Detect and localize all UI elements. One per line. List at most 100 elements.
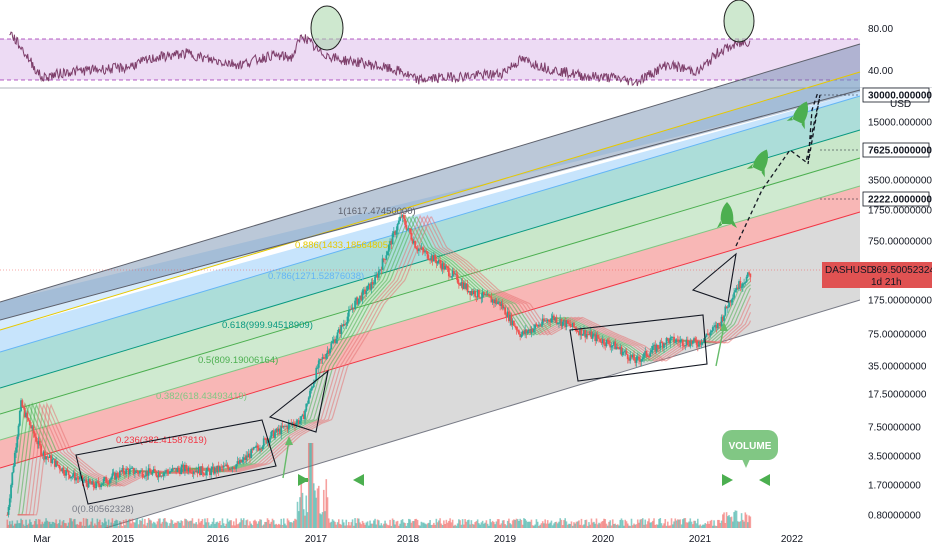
volume-bar	[7, 524, 10, 528]
candle-body	[719, 324, 722, 327]
volume-bar	[536, 521, 539, 528]
volume-bar	[518, 521, 520, 528]
candle-body	[482, 291, 485, 295]
volume-bar	[31, 524, 34, 528]
volume-bar	[229, 520, 231, 528]
volume-bar	[601, 520, 604, 528]
volume-bar	[514, 520, 516, 528]
volume-bar	[608, 521, 610, 528]
volume-bar	[242, 518, 245, 528]
volume-bar	[659, 518, 662, 528]
volume-bar	[274, 524, 276, 528]
candle-body	[324, 358, 326, 359]
volume-bar	[515, 518, 518, 528]
volume-bar	[231, 525, 234, 528]
candle-body	[77, 478, 80, 480]
candle-body	[284, 425, 286, 427]
volume-bar	[473, 524, 475, 528]
candle-body	[379, 269, 381, 271]
volume-bar	[610, 525, 613, 528]
volume-bar	[45, 518, 47, 528]
candle-body	[720, 316, 723, 327]
volume-bar	[491, 520, 494, 528]
volume-bar	[525, 520, 528, 528]
volume-bar	[236, 524, 239, 528]
candle-body	[511, 320, 514, 326]
candle-body	[661, 342, 664, 348]
candle-body	[619, 346, 622, 350]
volume-bar	[8, 521, 11, 528]
rsi-pane[interactable]: 80.00 40.00	[0, 0, 893, 87]
fib-line	[0, 211, 861, 469]
volume-bar	[381, 525, 384, 528]
volume-bar	[464, 519, 466, 528]
volume-bar	[533, 525, 535, 528]
arrow-right-icon	[722, 474, 733, 486]
volume-bar	[117, 525, 120, 528]
candle-body	[321, 357, 324, 360]
volume-bar	[599, 523, 602, 528]
volume-bar	[399, 523, 401, 528]
volume-bar	[76, 524, 79, 528]
candle-body	[132, 467, 135, 474]
volume-bar	[553, 523, 555, 528]
volume-bar	[396, 520, 399, 528]
volume-bar	[346, 525, 349, 528]
candle-body	[299, 420, 301, 424]
volume-bar	[262, 524, 265, 528]
volume-bar	[374, 518, 376, 528]
candle-body	[189, 467, 191, 473]
volume-bar	[674, 518, 677, 528]
candle-body	[116, 473, 119, 477]
candle-body	[350, 309, 353, 310]
volume-bar	[121, 525, 124, 528]
candle-body	[212, 466, 215, 474]
volume-bar	[32, 524, 35, 528]
volume-bar	[440, 523, 443, 528]
candle-body	[635, 356, 638, 363]
candle-body	[154, 469, 156, 472]
price-axis[interactable]: 30000.00000000 15000.00000000 7625.0000000…	[820, 87, 932, 528]
candle-body	[241, 459, 244, 463]
candle-body	[171, 468, 174, 471]
candle-body	[21, 400, 24, 407]
volume-bar	[638, 522, 640, 528]
candle-body	[329, 348, 331, 354]
candle-body	[167, 471, 170, 474]
candle-body	[211, 466, 214, 469]
volume-bar	[251, 525, 254, 528]
volume-bar	[413, 521, 415, 528]
candle-body	[421, 247, 424, 250]
candle-body	[336, 332, 339, 339]
volume-bar	[530, 519, 533, 528]
candle-body	[508, 311, 510, 322]
candle-body	[201, 466, 204, 474]
candle-body	[588, 334, 590, 336]
volume-bar	[606, 525, 609, 528]
candle-body	[156, 475, 159, 478]
volume-bar	[570, 521, 573, 528]
volume-bar	[686, 522, 689, 528]
volume-bar	[52, 522, 55, 528]
candle-body	[650, 350, 653, 353]
candle-body	[551, 315, 554, 319]
volume-bar	[327, 518, 330, 528]
candle-body	[584, 330, 587, 338]
volume-bar	[135, 519, 137, 528]
candle-body	[150, 472, 153, 475]
volume-bar	[611, 519, 614, 528]
candle-body	[280, 425, 283, 435]
candle-body	[301, 414, 304, 417]
time-axis[interactable]: Mar 2015 2016 2017 2018 2019 2020 2021 2022	[0, 528, 932, 550]
volume-bar	[335, 524, 338, 528]
candle-body	[237, 461, 240, 464]
rsi-label-40: 40.00	[868, 66, 893, 77]
main-pane[interactable]: 0(0.80562328) 0.236(382.41587819) 0.382(61…	[0, 43, 861, 550]
volume-bar	[310, 443, 313, 528]
volume-bar	[57, 523, 60, 528]
volume-bar	[379, 525, 381, 528]
fib-band	[0, 130, 860, 414]
volume-bar	[546, 520, 549, 528]
price-axis-label: 1750.00000000	[868, 206, 932, 217]
